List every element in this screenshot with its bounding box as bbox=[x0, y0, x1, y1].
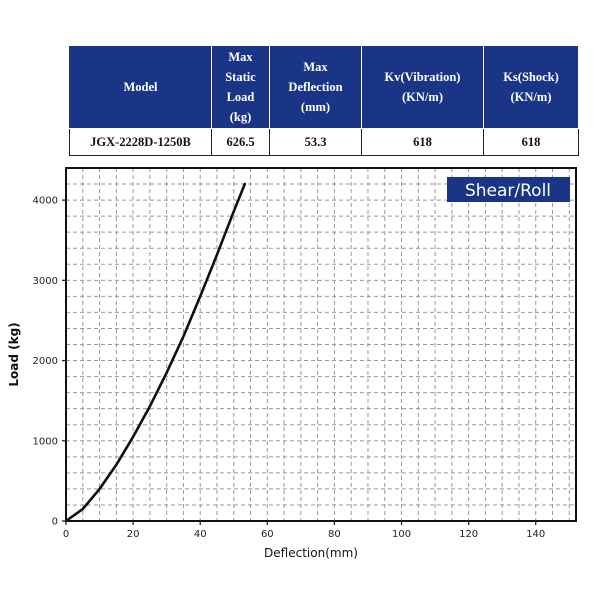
x-tick-label: 60 bbox=[261, 529, 274, 540]
x-tick-label: 20 bbox=[127, 529, 140, 540]
spec-table-header-row: Model Max Static Load (kg) Max Deflectio… bbox=[69, 45, 579, 129]
x-tick-label: 0 bbox=[63, 529, 69, 540]
cell-kv: 618 bbox=[361, 128, 484, 156]
header-deflection-line-3: (mm) bbox=[300, 100, 331, 114]
y-tick-label: 4000 bbox=[33, 196, 58, 207]
x-tick-label: 100 bbox=[392, 529, 411, 540]
spec-table: Model Max Static Load (kg) Max Deflectio… bbox=[69, 45, 579, 156]
header-load-line-4: (kg) bbox=[229, 110, 252, 124]
x-tick-label: 140 bbox=[526, 529, 545, 540]
header-model: Model bbox=[69, 45, 212, 129]
header-kv-line-1: Kv(Vibration) bbox=[384, 70, 461, 84]
cell-max-deflection: 53.3 bbox=[269, 128, 362, 156]
header-load-line-2: Static bbox=[225, 70, 256, 84]
chart-badge: Shear/Roll bbox=[447, 177, 570, 202]
header-ks-line-1: Ks(Shock) bbox=[503, 70, 559, 84]
header-max-deflection: Max Deflection (mm) bbox=[269, 45, 362, 129]
spec-table-data-row: JGX-2228D-1250B 626.5 53.3 618 618 bbox=[69, 128, 579, 156]
y-tick-label: 2000 bbox=[33, 356, 58, 367]
header-model-line: Model bbox=[123, 80, 158, 94]
x-tick-label: 120 bbox=[459, 529, 478, 540]
x-tick-label: 80 bbox=[328, 529, 341, 540]
header-kv-line-2: (KN/m) bbox=[402, 90, 443, 104]
header-ks: Ks(Shock) (KN/m) bbox=[483, 45, 579, 129]
header-deflection-line-1: Max bbox=[303, 60, 328, 74]
header-deflection-line-2: Deflection bbox=[288, 80, 343, 94]
header-load-line-1: Max bbox=[228, 50, 253, 64]
badge-background bbox=[447, 177, 570, 202]
x-axis-title: Deflection(mm) bbox=[264, 546, 358, 560]
load-curve bbox=[64, 182, 247, 523]
y-axis-title: Load (kg) bbox=[7, 322, 21, 386]
plot-frame bbox=[65, 167, 577, 522]
x-tick-label: 40 bbox=[194, 529, 207, 540]
y-tick-label: 0 bbox=[52, 517, 58, 528]
grid bbox=[66, 168, 576, 521]
y-tick-label: 1000 bbox=[33, 436, 58, 447]
cell-ks: 618 bbox=[483, 128, 579, 156]
axis-ticks: 0 20 40 60 80 100 120 140 0 1000 2000 3000 4000 bbox=[33, 196, 546, 540]
y-tick-label: 3000 bbox=[33, 276, 58, 287]
badge-label: Shear/Roll bbox=[465, 181, 551, 201]
header-load-line-3: Load bbox=[226, 90, 255, 104]
cell-max-static-load: 626.5 bbox=[211, 128, 270, 156]
header-ks-line-2: (KN/m) bbox=[510, 90, 552, 104]
